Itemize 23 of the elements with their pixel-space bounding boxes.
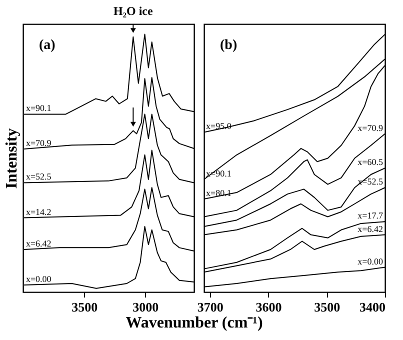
series-label: x=17.7 bbox=[358, 210, 384, 221]
series-label: x=0.00 bbox=[358, 256, 384, 266]
series-label: x=90.1 bbox=[26, 103, 52, 114]
series-label: x=6.42 bbox=[358, 224, 383, 234]
x-tick-label: 3500 bbox=[314, 300, 340, 314]
annotation: (b) bbox=[220, 38, 238, 53]
series-label: x=70.9 bbox=[358, 122, 384, 133]
series-label: x=60.5 bbox=[358, 157, 384, 168]
series-label: x=52.5 bbox=[26, 172, 52, 182]
series-label: x=70.9 bbox=[26, 138, 52, 148]
series-label: x=14.2 bbox=[26, 206, 52, 217]
annotation: (a) bbox=[39, 38, 56, 53]
annotation: H₂O ice bbox=[114, 4, 154, 18]
series-label: x=0.00 bbox=[26, 274, 52, 284]
series-label: x=6.42 bbox=[26, 238, 52, 248]
x-tick-label: 3600 bbox=[256, 300, 282, 314]
x-tick-label: 3700 bbox=[197, 300, 224, 314]
y-axis-title: Intensity bbox=[4, 128, 20, 189]
x-tick-label: 3500 bbox=[72, 300, 98, 314]
series-label: x=80.1 bbox=[206, 188, 232, 198]
x-axis-title: Wavenumber (cm⁻¹) bbox=[126, 314, 263, 332]
x-tick-label: 3000 bbox=[132, 300, 159, 314]
x-tick-label: 3400 bbox=[360, 300, 386, 314]
